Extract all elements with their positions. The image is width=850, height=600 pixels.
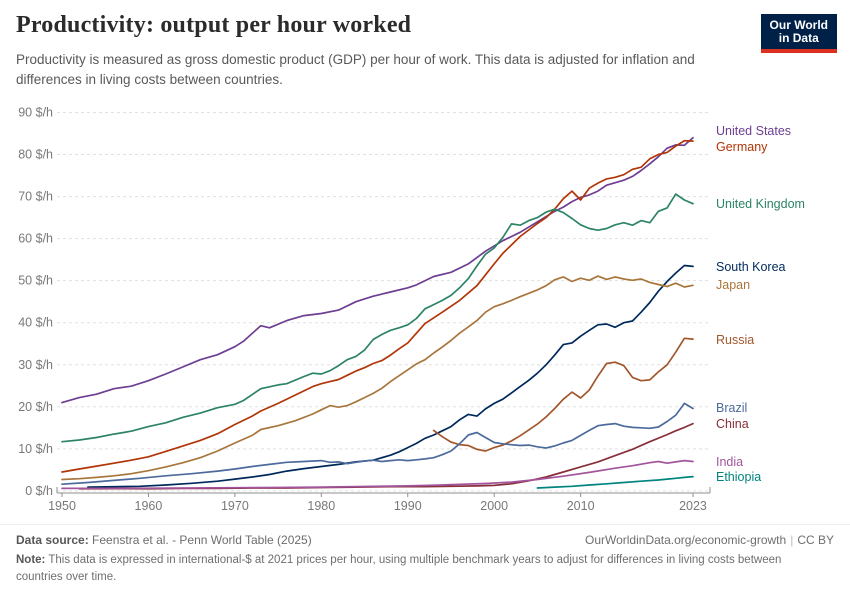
y-tick-label: 20 $/h xyxy=(18,400,53,414)
owid-logo-line1: Our World xyxy=(769,18,828,32)
data-source-text: Feenstra et al. - Penn World Table (2025… xyxy=(92,533,312,547)
license-link[interactable]: CC BY xyxy=(797,533,834,547)
note-label: Note: xyxy=(16,554,46,566)
x-tick-label: 1970 xyxy=(221,499,249,513)
chart-subtitle: Productivity is measured as gross domest… xyxy=(16,52,695,87)
owid-logo: Our World in Data xyxy=(760,14,837,53)
line-chart: 0 $/h 10 $/h 20 $/h 30 $/h 40 $/h 50 $/h 60 $/… xyxy=(18,106,805,513)
line-japan[interactable] xyxy=(61,275,694,481)
line-united-states[interactable] xyxy=(61,136,694,404)
page-title: Productivity: output per hour worked xyxy=(16,12,412,38)
y-tick-label: 80 $/h xyxy=(18,148,53,162)
series-label-russia[interactable]: Russia xyxy=(716,333,754,347)
series-label-india[interactable]: India xyxy=(716,455,743,469)
chart-note: Note: This data is expressed in internat… xyxy=(16,552,826,585)
x-tick-label: 2000 xyxy=(480,499,508,513)
line-united-kingdom[interactable] xyxy=(61,193,694,443)
line-south-korea[interactable] xyxy=(87,264,694,488)
line-india[interactable] xyxy=(61,459,694,490)
series-label-germany[interactable]: Germany xyxy=(716,140,768,154)
series-label-united-states[interactable]: United States xyxy=(716,124,791,138)
series-label-united-kingdom[interactable]: United Kingdom xyxy=(716,197,805,211)
x-tick-label: 1980 xyxy=(307,499,335,513)
data-source-label: Data source: xyxy=(16,533,89,547)
series-label-south-korea[interactable]: South Korea xyxy=(716,260,786,274)
y-tick-label: 0 $/h xyxy=(25,484,53,498)
x-tick-label: 1950 xyxy=(48,499,76,513)
x-tick-label: 1990 xyxy=(394,499,422,513)
chart-footer: Data source: Feenstra et al. - Penn Worl… xyxy=(0,524,850,585)
y-tick-label: 90 $/h xyxy=(18,106,53,120)
x-tick-label: 1960 xyxy=(135,499,163,513)
series-label-ethiopia[interactable]: Ethiopia xyxy=(716,470,761,484)
footer-links: OurWorldinData.org/economic-growth | CC BY xyxy=(585,533,834,547)
note-text: This data is expressed in international-… xyxy=(16,554,782,583)
data-source: Data source: Feenstra et al. - Penn Worl… xyxy=(16,533,312,547)
y-tick-label: 40 $/h xyxy=(18,316,53,330)
y-tick-label: 70 $/h xyxy=(18,190,53,204)
footer-separator: | xyxy=(790,533,794,547)
x-tick-label: 2010 xyxy=(567,499,595,513)
y-tick-label: 30 $/h xyxy=(18,358,53,372)
line-ethiopia[interactable] xyxy=(536,475,694,489)
line-brazil[interactable] xyxy=(61,402,694,486)
owid-link[interactable]: OurWorldinData.org/economic-growth xyxy=(584,533,787,547)
series-label-japan[interactable]: Japan xyxy=(716,278,750,292)
series-label-brazil[interactable]: Brazil xyxy=(716,401,747,415)
owid-logo-line2: in Data xyxy=(778,31,819,45)
y-tick-label: 10 $/h xyxy=(18,442,53,456)
line-germany[interactable] xyxy=(61,139,694,473)
x-tick-label: 2023 xyxy=(679,499,707,513)
line-russia[interactable] xyxy=(432,337,694,452)
series-label-china[interactable]: China xyxy=(716,417,749,431)
y-tick-label: 60 $/h xyxy=(18,232,53,246)
y-tick-label: 50 $/h xyxy=(18,274,53,288)
